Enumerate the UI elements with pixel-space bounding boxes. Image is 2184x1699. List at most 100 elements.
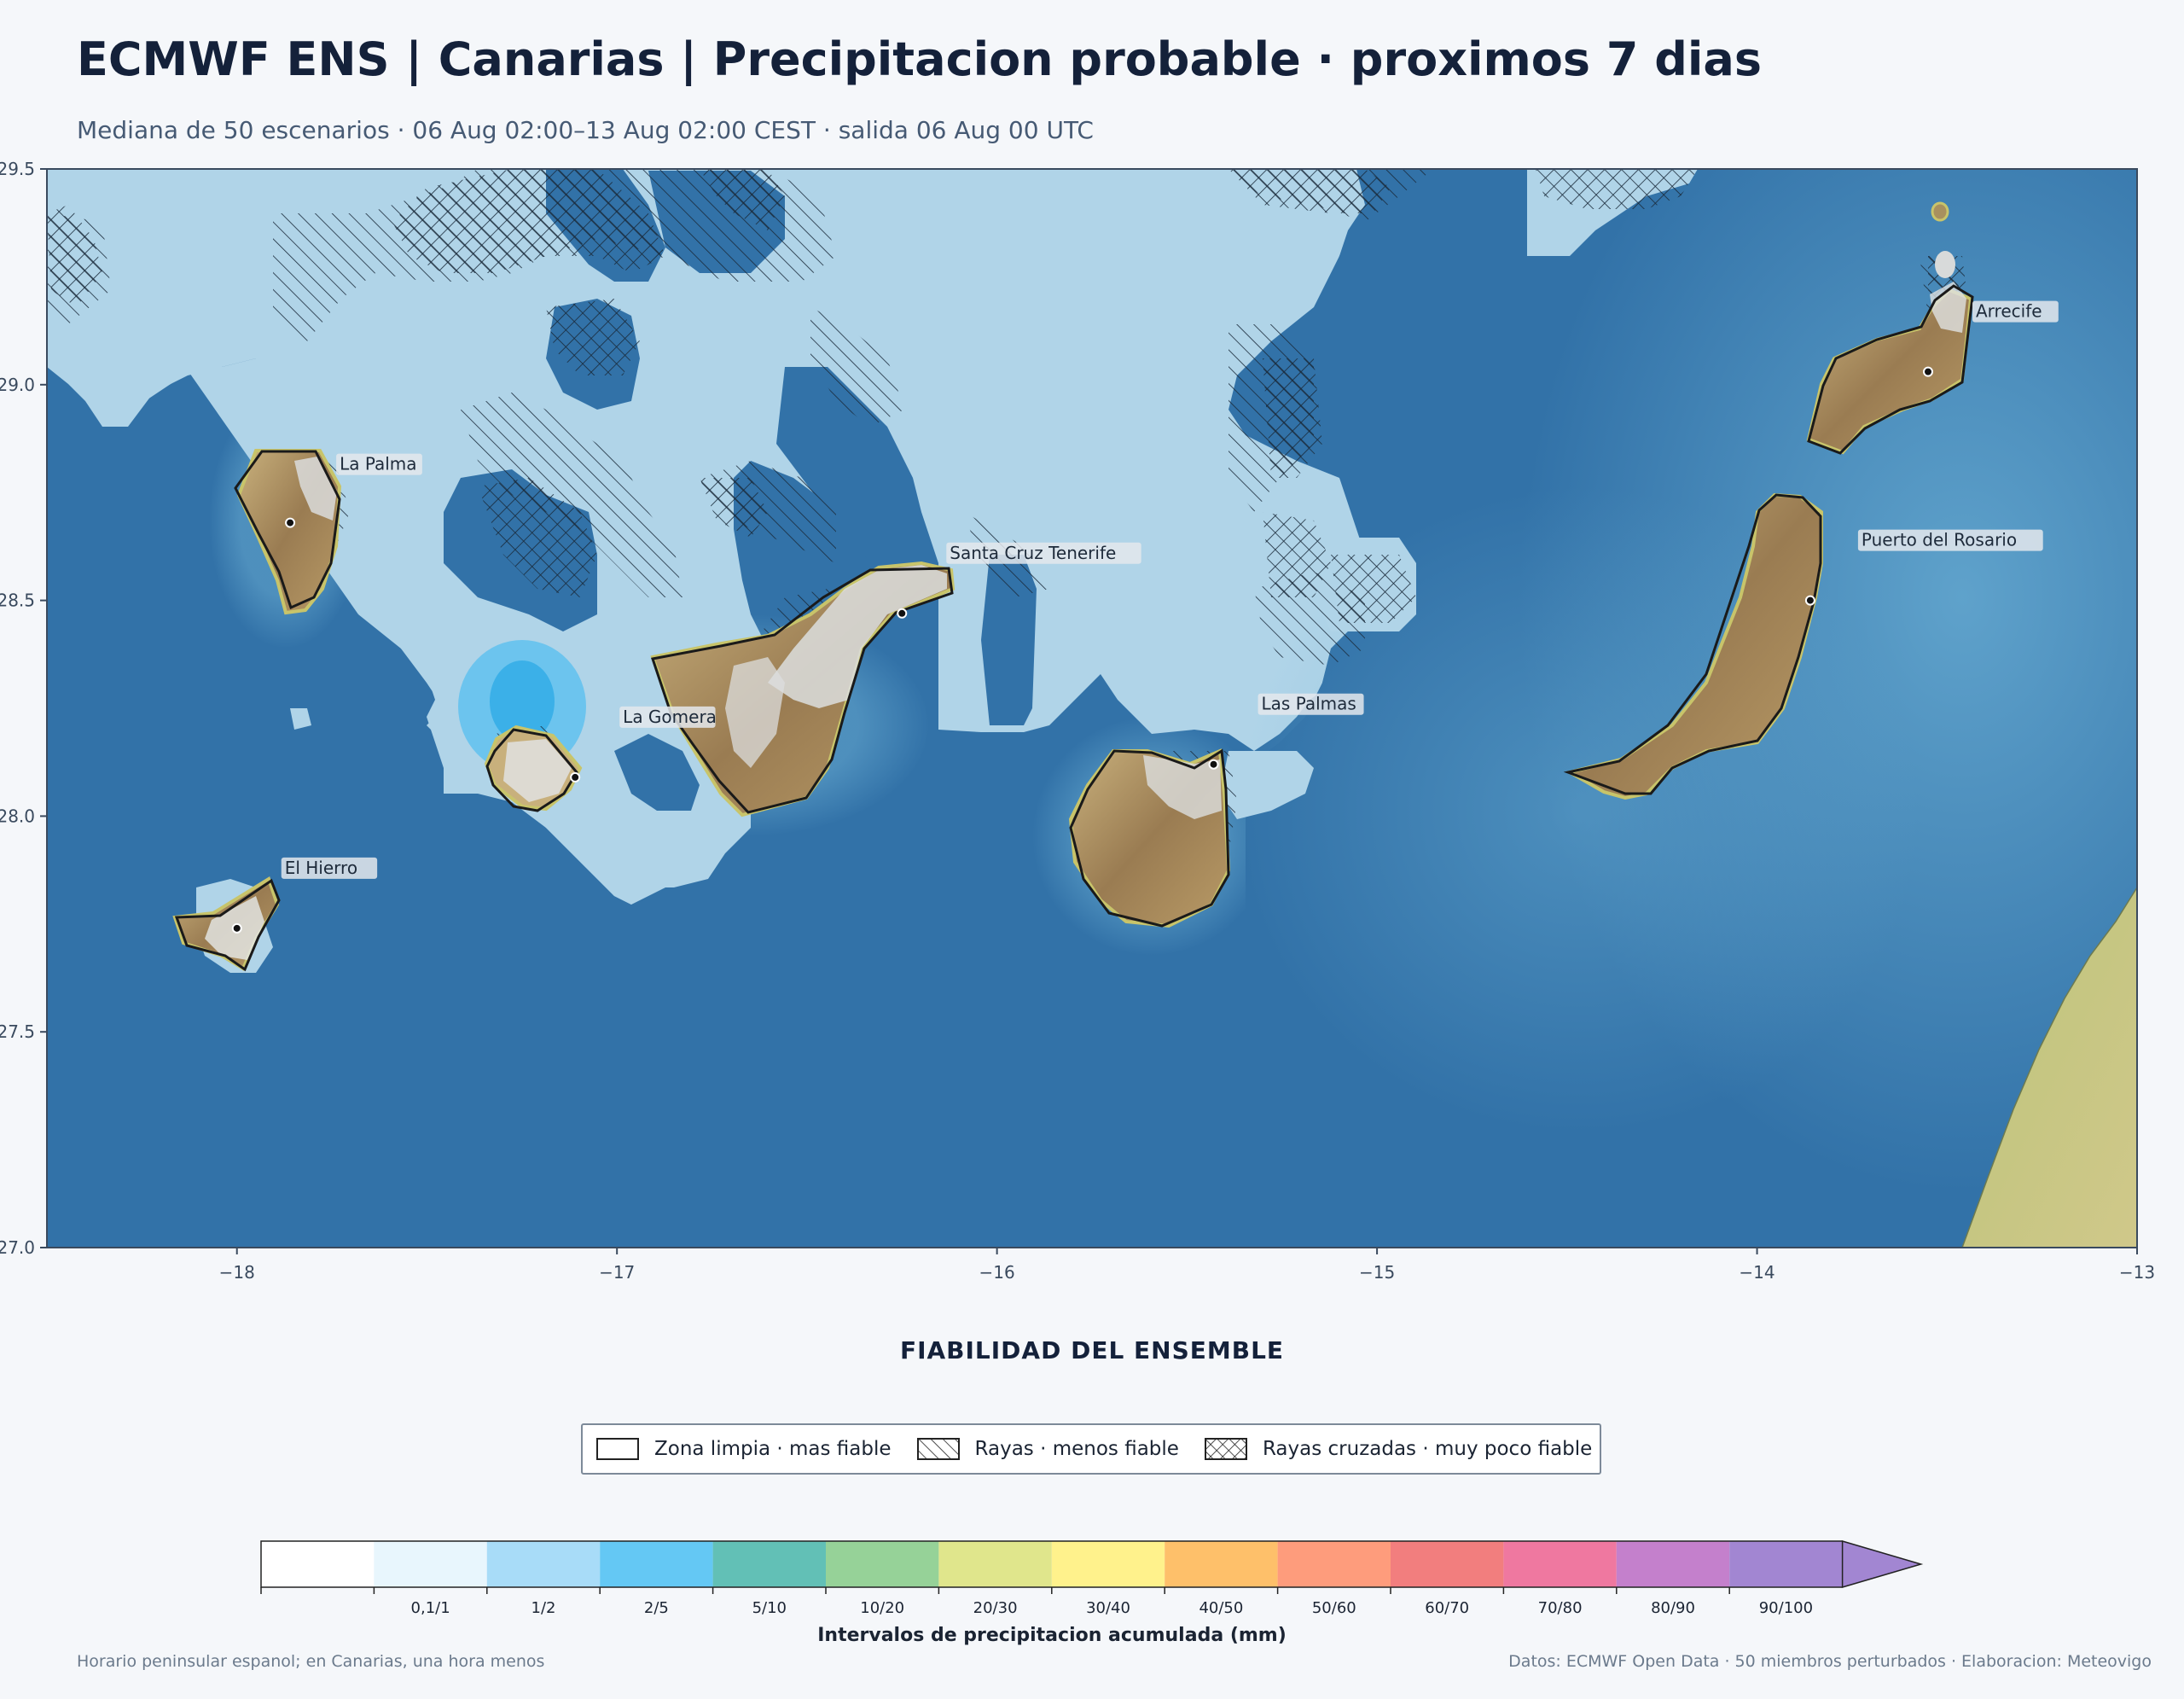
legend-label-crosshatch: Rayas cruzadas · muy poco fiable <box>1262 1438 1593 1460</box>
reliability-title: FIABILIDAD DEL ENSEMBLE <box>899 1336 1285 1364</box>
colorbar-tick-label: 20/30 <box>973 1599 1018 1617</box>
island-la-palma <box>234 449 342 615</box>
colorbar-bin <box>1503 1541 1617 1587</box>
city-markers: La Palma Santa Cruz Tenerife La Gomera El H… <box>231 300 2059 934</box>
crosshatch-region <box>478 478 597 597</box>
x-tick-label: −13 <box>2119 1262 2155 1283</box>
colorbar: 0,1/1 1/2 2/5 5/10 10/20 20/30 30/40 40/50 50/60… <box>260 1539 1924 1617</box>
crosshatch-region <box>700 478 768 538</box>
map-frame <box>46 168 2138 1248</box>
legend-item-clean: Zona limpia · mas fiable <box>596 1438 892 1460</box>
city-label: Santa Cruz Tenerife <box>950 543 1116 563</box>
colorbar-bin <box>712 1541 826 1587</box>
x-tick-label: −18 <box>219 1262 255 1283</box>
y-tick-label: 29.5 <box>0 159 35 179</box>
city-label: La Palma <box>340 454 416 474</box>
colorbar-bin <box>1277 1541 1391 1587</box>
city-label: La Gomera <box>623 707 717 727</box>
footer-note: Horario peninsular espanol; en Canarias,… <box>77 1652 545 1671</box>
reliability-legend: Zona limpia · mas fiable Rayas · menos f… <box>581 1423 1601 1475</box>
city-label-bg <box>281 857 378 879</box>
city-marker <box>231 922 242 934</box>
y-axis: 29.5 29.0 28.5 28.0 27.5 27.0 <box>0 159 47 1258</box>
sea-gap <box>776 367 938 597</box>
island-la-gomera <box>484 724 583 812</box>
colorbar-outline <box>260 1540 1843 1588</box>
legend-swatch-crosshatch <box>1204 1438 1247 1460</box>
colorbar-tick-label: 40/50 <box>1199 1599 1243 1617</box>
city-label-bg <box>946 542 1141 564</box>
island-fuerteventura <box>1563 492 1823 800</box>
sea-gap <box>981 555 1037 725</box>
colorbar-bin <box>1729 1541 1843 1587</box>
colorbar-bin <box>826 1541 939 1587</box>
page-title: ECMWF ENS | Canarias | Precipitacion pro… <box>77 32 1762 86</box>
y-tick-label: 28.0 <box>0 806 35 826</box>
crosshatch-region <box>392 169 665 273</box>
colorbar-bin <box>1165 1541 1278 1587</box>
colorbar-tick-label: 2/5 <box>644 1599 669 1617</box>
city-label-bg <box>1258 693 1364 715</box>
colorbar-bin <box>1391 1541 1504 1587</box>
city-label-bg <box>619 706 716 728</box>
crosshatch-region <box>1263 358 1322 478</box>
crosshatch-region <box>1263 512 1331 597</box>
city-label-bg <box>336 453 422 475</box>
colorbar-bin <box>1616 1541 1730 1587</box>
colorbar-bin <box>374 1541 487 1587</box>
city-label: Arrecife <box>1976 301 2042 322</box>
page-subtitle: Mediana de 50 escenarios · 06 Aug 02:00–… <box>77 116 1094 144</box>
colorbar-bin <box>938 1541 1052 1587</box>
crosshatch-region <box>546 299 640 375</box>
y-tick-label: 28.5 <box>0 591 35 611</box>
city-marker <box>1208 759 1219 770</box>
colorbar-bin <box>486 1541 601 1587</box>
x-tick-label: −15 <box>1359 1262 1395 1283</box>
x-tick-label: −14 <box>1739 1262 1774 1283</box>
legend-swatch-clean <box>596 1438 639 1460</box>
island-lanzarote <box>1806 201 1974 455</box>
crosshatch-region <box>700 169 785 230</box>
precip-field-light-main <box>47 169 1416 905</box>
city-label-bg <box>1972 300 2059 323</box>
colorbar-tick-label: 80/90 <box>1651 1599 1695 1617</box>
crosshatch-region <box>1536 169 1698 209</box>
legend-label-clean: Zona limpia · mas fiable <box>654 1438 892 1460</box>
island-gran-canaria <box>1068 748 1231 928</box>
colorbar-tick-label: 70/80 <box>1538 1599 1583 1617</box>
legend-swatch-hatch <box>916 1438 960 1460</box>
island-tenerife <box>650 561 956 817</box>
colorbar-tick-label: 0,1/1 <box>411 1599 450 1617</box>
x-tick-label: −16 <box>979 1262 1015 1283</box>
legend-item-hatch: Rayas · menos fiable <box>916 1438 1179 1460</box>
city-marker <box>1923 366 1933 377</box>
sea-gap <box>614 734 700 811</box>
colorbar-label: Intervalos de precipitacion acumulada (m… <box>817 1625 1287 1646</box>
crosshatch-region <box>1331 555 1416 623</box>
map-area <box>47 169 2137 1248</box>
city-marker <box>570 771 581 783</box>
colorbar-tick-label: 60/70 <box>1425 1599 1469 1617</box>
legend-item-crosshatch: Rayas cruzadas · muy poco fiable <box>1204 1438 1593 1460</box>
colorbar-tick-label: 10/20 <box>860 1599 904 1617</box>
city-label: Las Palmas <box>1262 694 1356 714</box>
city-marker <box>285 517 296 528</box>
colorbar-extend-arrow <box>1841 1539 1924 1589</box>
colorbar-tick-label: 1/2 <box>531 1599 556 1617</box>
precip-field-light-east <box>1220 751 1314 819</box>
y-tick-label: 27.0 <box>0 1237 35 1258</box>
x-axis: −18 −17 −16 −15 −14 −13 <box>219 1248 2155 1283</box>
africa-coast <box>1961 886 2137 1248</box>
crosshatch-region <box>47 205 102 307</box>
city-label-bg <box>1857 529 2043 551</box>
colorbar-bin <box>1051 1541 1165 1587</box>
crosshatch-region <box>1228 169 1391 213</box>
city-marker <box>897 608 908 619</box>
city-marker <box>1804 595 1815 606</box>
colorbar-tick-label: 30/40 <box>1086 1599 1130 1617</box>
hatch-region <box>810 307 904 427</box>
y-tick-label: 29.0 <box>0 375 35 395</box>
city-label: Puerto del Rosario <box>1862 530 2017 550</box>
footer-credits: Datos: ECMWF Open Data · 50 miembros per… <box>1508 1652 2152 1671</box>
